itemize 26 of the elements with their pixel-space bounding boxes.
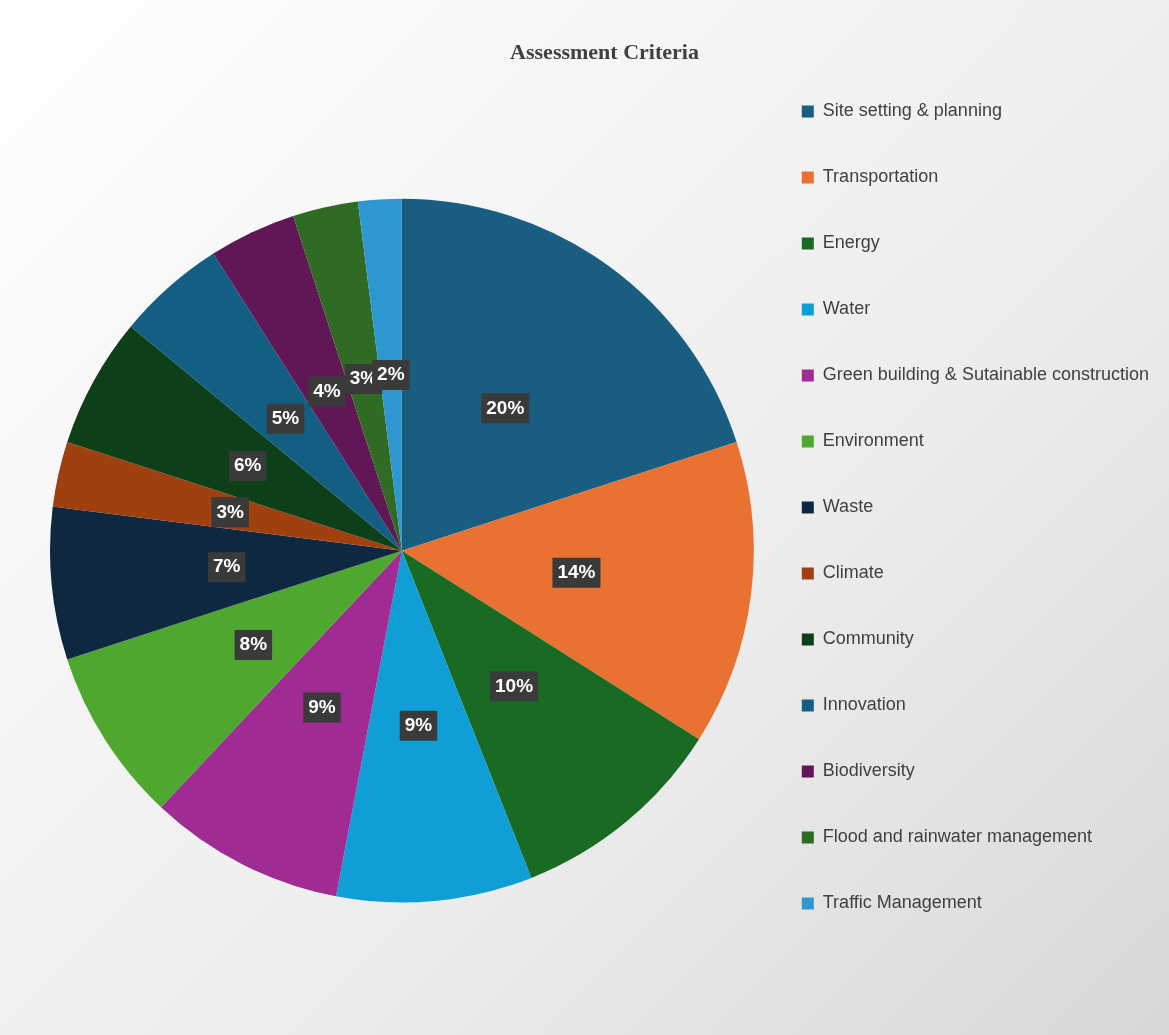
legend-label: Green building & Sutainable construction: [822, 364, 1150, 385]
data-label: 8%: [239, 633, 268, 655]
data-label: 9%: [308, 695, 336, 717]
data-label: 3%: [216, 500, 245, 522]
data-label: 7%: [212, 555, 241, 577]
data-label: 6%: [233, 454, 262, 476]
legend-label: Community: [822, 628, 914, 649]
data-label: 14%: [557, 560, 596, 582]
legend-label: Climate: [822, 562, 884, 583]
data-label: 4%: [313, 379, 341, 401]
data-label: 5%: [271, 406, 300, 428]
legend-label: Environment: [822, 430, 924, 451]
data-label: 9%: [404, 714, 433, 736]
legend-label: Energy: [822, 232, 880, 253]
legend-label: Innovation: [822, 694, 906, 715]
legend-label: Transportation: [822, 166, 939, 187]
chart-title: Assessment Criteria: [510, 38, 699, 64]
data-label: 10%: [495, 674, 534, 696]
data-label: 20%: [486, 396, 525, 418]
legend-label: Waste: [822, 496, 874, 517]
legend-label: Water: [822, 298, 871, 319]
legend-label: Traffic Management: [822, 892, 982, 913]
legend-label: Biodiversity: [822, 760, 915, 781]
legend-label: Flood and rainwater management: [822, 826, 1092, 847]
data-label: 2%: [377, 363, 405, 385]
legend-label: Site setting & planning: [822, 100, 1002, 121]
